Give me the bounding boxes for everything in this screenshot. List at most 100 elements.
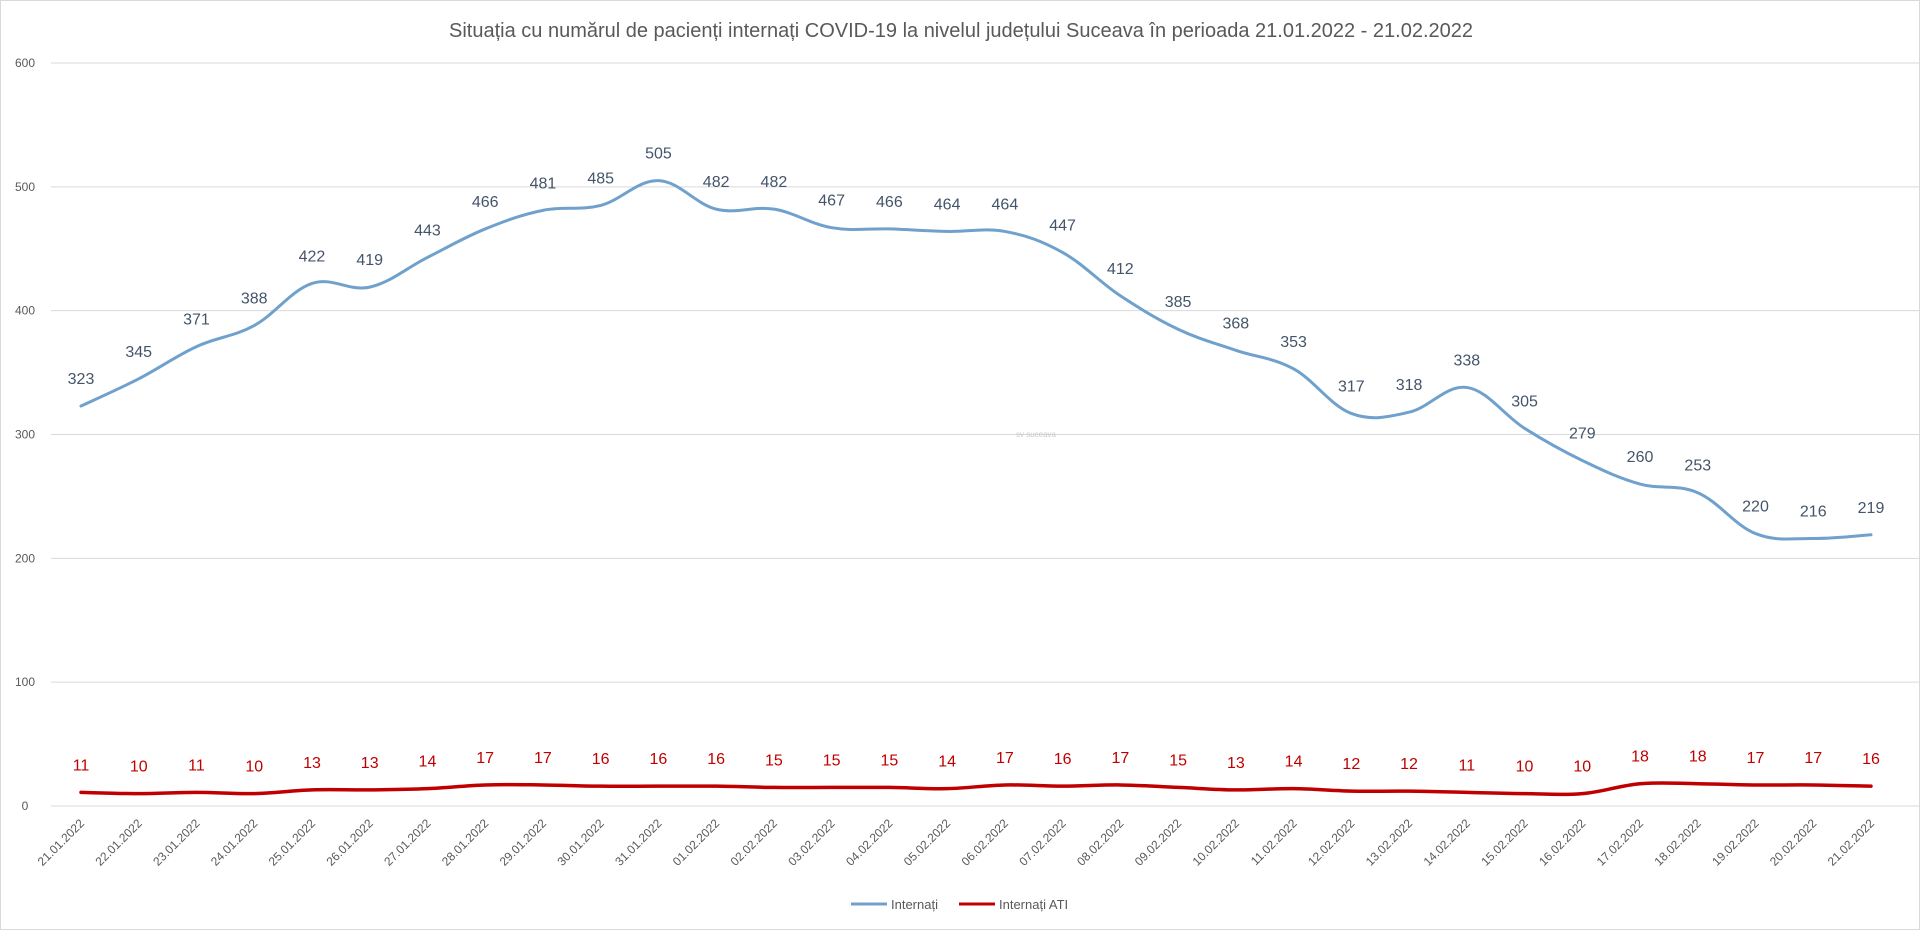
x-tick-label: 12.02.2022	[1305, 816, 1358, 869]
x-tick-label: 05.02.2022	[901, 816, 954, 869]
data-label: 16	[592, 751, 610, 768]
data-label: 10	[1573, 759, 1591, 776]
data-label: 412	[1107, 261, 1134, 278]
data-label: 253	[1684, 458, 1711, 475]
x-tick-label: 23.01.2022	[150, 816, 203, 869]
x-tick-label: 18.02.2022	[1652, 816, 1705, 869]
x-tick-label: 06.02.2022	[959, 816, 1012, 869]
legend-label: Internați ATI	[999, 897, 1068, 912]
data-label: 18	[1631, 749, 1649, 766]
data-label: 388	[241, 291, 268, 308]
data-label: 16	[707, 751, 725, 768]
data-label: 10	[1516, 759, 1534, 776]
data-label: 14	[1285, 754, 1303, 771]
data-label: 317	[1338, 378, 1365, 395]
x-tick-label: 09.02.2022	[1132, 816, 1185, 869]
x-tick-label: 16.02.2022	[1536, 816, 1589, 869]
data-label: 17	[1111, 750, 1129, 767]
data-label: 17	[996, 750, 1014, 767]
x-tick-label: 21.01.2022	[35, 816, 88, 869]
data-label: 13	[1227, 755, 1245, 772]
data-label: 481	[530, 175, 557, 192]
data-label: 482	[703, 174, 730, 191]
data-label: 482	[761, 174, 788, 191]
data-label: 17	[534, 750, 552, 767]
data-label: 323	[68, 371, 95, 388]
data-label: 11	[73, 757, 90, 774]
x-tick-label: 01.02.2022	[670, 816, 723, 869]
data-label: 11	[188, 757, 205, 774]
y-tick-label: 300	[15, 428, 35, 442]
data-label: 353	[1280, 334, 1307, 351]
data-label: 10	[130, 759, 148, 776]
data-label: 15	[880, 752, 898, 769]
x-tick-label: 10.02.2022	[1190, 816, 1243, 869]
y-tick-label: 500	[15, 180, 35, 194]
data-label: 466	[876, 194, 903, 211]
data-label: 305	[1511, 393, 1538, 410]
data-label: 12	[1400, 756, 1418, 773]
data-label: 443	[414, 222, 441, 239]
data-label: 467	[818, 193, 845, 210]
x-tick-label: 13.02.2022	[1363, 816, 1416, 869]
data-label: 464	[934, 196, 961, 213]
data-label: 464	[992, 196, 1019, 213]
data-label: 16	[1054, 751, 1072, 768]
x-tick-label: 22.01.2022	[92, 816, 145, 869]
series-line-internati-ati	[79, 781, 1873, 797]
series-lines	[79, 179, 1873, 797]
data-label: 17	[476, 750, 494, 767]
data-label: 368	[1222, 315, 1249, 332]
data-label: 13	[303, 755, 321, 772]
data-label: 11	[1459, 757, 1476, 774]
data-labels: 323 345 371 388 422 419 443 466 481 485 505 482 482 4…	[68, 146, 1885, 776]
data-label: 419	[356, 252, 383, 269]
x-tick-label: 04.02.2022	[843, 816, 896, 869]
data-label: 12	[1342, 756, 1360, 773]
x-tick-label: 19.02.2022	[1709, 816, 1762, 869]
series-line-internati	[79, 179, 1873, 541]
x-tick-label: 08.02.2022	[1074, 816, 1127, 869]
data-label: 505	[645, 146, 672, 163]
data-label: 14	[938, 754, 956, 771]
chart-legend: Internați Internați ATI	[851, 897, 1068, 912]
data-label: 466	[472, 194, 499, 211]
y-tick-label: 600	[15, 56, 35, 70]
data-label: 16	[1862, 751, 1880, 768]
x-tick-label: 02.02.2022	[728, 816, 781, 869]
data-label: 485	[587, 170, 614, 187]
data-label: 219	[1858, 500, 1885, 517]
gridlines	[51, 62, 1919, 807]
x-tick-label: 28.01.2022	[439, 816, 492, 869]
data-label: 15	[823, 752, 841, 769]
data-label: 17	[1804, 750, 1822, 767]
x-tick-label: 29.01.2022	[497, 816, 550, 869]
y-tick-label: 200	[15, 551, 35, 565]
y-tick-label: 100	[15, 675, 35, 689]
x-tick-label: 27.01.2022	[381, 816, 434, 869]
x-tick-label: 15.02.2022	[1478, 816, 1531, 869]
x-tick-label: 11.02.2022	[1248, 816, 1300, 868]
data-label: 279	[1569, 426, 1596, 443]
data-label: 371	[183, 312, 210, 329]
data-label: 18	[1689, 749, 1707, 766]
x-tick-label: 20.02.2022	[1767, 816, 1820, 869]
data-label: 14	[419, 754, 437, 771]
data-label: 422	[299, 248, 326, 265]
x-tick-label: 07.02.2022	[1016, 816, 1069, 869]
x-tick-label: 24.01.2022	[208, 816, 261, 869]
x-tick-label: 30.01.2022	[554, 816, 607, 869]
data-label: 216	[1800, 504, 1827, 521]
chart-title: Situația cu numărul de pacienți internaț…	[449, 20, 1473, 42]
data-label: 345	[125, 344, 152, 361]
data-label: 13	[361, 755, 379, 772]
x-tick-label: 31.01.2022	[612, 816, 665, 869]
y-tick-label: 0	[22, 799, 29, 813]
x-tick-label: 25.01.2022	[266, 816, 319, 869]
x-tick-label: 03.02.2022	[785, 816, 838, 869]
x-tick-label: 26.01.2022	[323, 816, 376, 869]
data-label: 385	[1165, 294, 1192, 311]
data-label: 16	[650, 751, 668, 768]
